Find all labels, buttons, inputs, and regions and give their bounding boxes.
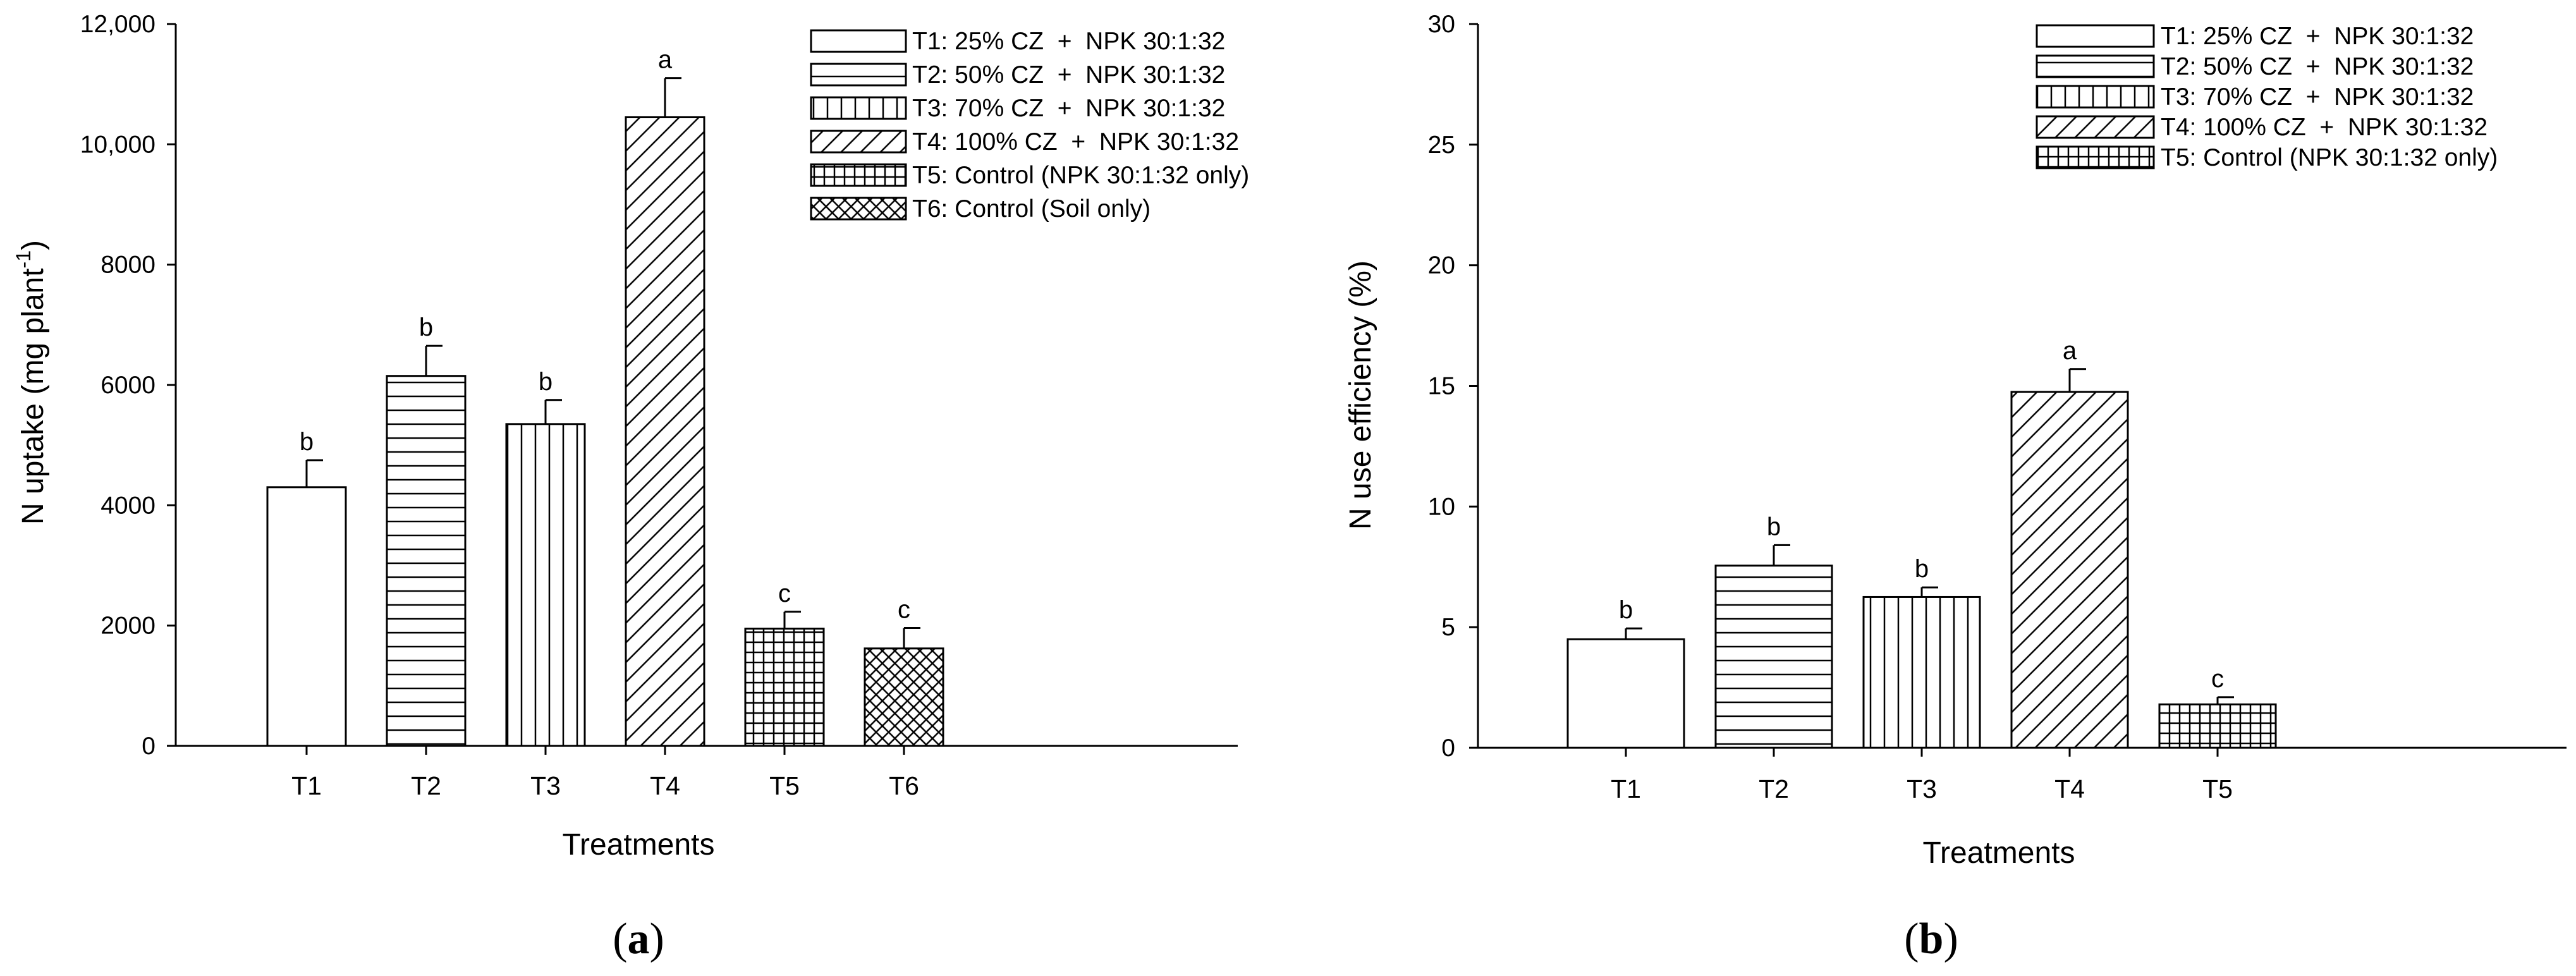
panel-b-category-label: T5: [2202, 774, 2233, 803]
panel-a-category-label: T6: [889, 771, 919, 800]
panel-a-bar-t2: [386, 375, 467, 747]
panel-a-category-label: T2: [411, 771, 441, 800]
panel-a-ytick-label: 6000: [101, 372, 156, 399]
panel-a-sig-letter: b: [419, 314, 433, 341]
panel-a-ytick-label: 10,000: [80, 131, 156, 158]
panel-a-ytick-label: 2000: [101, 613, 156, 640]
panel-b-sig-letter: b: [1767, 513, 1781, 540]
panel-a-category-label: T5: [769, 771, 800, 800]
panel-a-ytick-label: 12,000: [80, 11, 156, 38]
panel-b-bar-t3: [1862, 595, 1981, 749]
panel-b-ytick-label: 15: [1428, 373, 1455, 400]
panel-b-bar-t5: [2158, 703, 2277, 749]
panel-b-sig-letter: b: [1619, 596, 1633, 624]
panel-a-legend-swatch: [810, 163, 907, 187]
panel-a-ytick-label: 4000: [101, 492, 156, 519]
panel-b-legend-label: T1: 25% CZ + NPK 30:1:32: [2161, 23, 2474, 50]
panel-b-legend-swatch: [2036, 145, 2155, 169]
panel-b-ytick-label: 0: [1441, 735, 1455, 762]
panel-b-ytick-label: 5: [1441, 614, 1455, 641]
panel-b-legend-label: T4: 100% CZ + NPK 30:1:32: [2161, 114, 2487, 141]
panel-a-label: (a): [613, 915, 664, 963]
panel-b-category-label: T4: [2054, 774, 2085, 803]
panel-a-category-label: T1: [291, 771, 322, 800]
panel-a-legend-swatch: [810, 29, 907, 53]
panel-a-sig-letter: b: [300, 428, 314, 456]
panel-b-category-label: T2: [1759, 774, 1789, 803]
panel-b-bar-t2: [1714, 564, 1833, 749]
panel-a-sig-letter: b: [539, 368, 552, 396]
panel-a-sig-letter: c: [898, 595, 910, 623]
panel-a-bar-t1: [266, 486, 347, 747]
panel-b-bar-t4: [2010, 391, 2129, 749]
panel-a-sig-letter: c: [778, 580, 791, 607]
panel-b-ytick-label: 20: [1428, 252, 1455, 279]
panel-a-legend-swatch: [810, 96, 907, 120]
chart-panel-b: N use efficiency (%) Treatments (b) 0 5 10…: [1344, 11, 2567, 963]
panel-b-legend-label: T3: 70% CZ + NPK 30:1:32: [2161, 83, 2474, 111]
panel-b-bar-t1: [1566, 638, 1685, 749]
panel-a-legend-swatch: [810, 63, 907, 87]
chart-panel-a: N uptake (mg plant-1) Treatments (a) 0 20…: [12, 11, 1249, 963]
panel-b-sig-letter: b: [1915, 555, 1929, 583]
panel-b-legend-swatch: [2036, 85, 2155, 109]
panel-b-legend-swatch: [2036, 115, 2155, 139]
panel-a-xlabel: Treatments: [563, 828, 715, 862]
panel-a-legend-label: T6: Control (Soil only): [912, 195, 1151, 223]
panel-a-category-label: T4: [650, 771, 680, 800]
panel-a-sig-letter: a: [658, 46, 673, 74]
panel-a-bar-t6: [864, 647, 944, 747]
panel-a-category-label: T3: [530, 771, 561, 800]
panel-a-ytick-label: 0: [142, 733, 156, 760]
panel-b-label: (b): [1904, 915, 1958, 963]
panel-b-legend-label: T2: 50% CZ + NPK 30:1:32: [2161, 53, 2474, 80]
panel-b-ytick-label: 10: [1428, 493, 1455, 520]
panel-a-legend-label: T4: 100% CZ + NPK 30:1:32: [912, 128, 1239, 156]
panel-b-ytick-label: 30: [1428, 11, 1455, 38]
panel-b-legend-swatch: [2036, 24, 2155, 48]
panel-a-legend-swatch: [810, 130, 907, 154]
panel-b-ylabel: N use efficiency (%): [1344, 260, 1377, 530]
panel-b-legend-swatch: [2036, 54, 2155, 78]
panel-b-ytick-label: 25: [1428, 131, 1455, 159]
panel-a-legend-label: T1: 25% CZ + NPK 30:1:32: [912, 28, 1225, 55]
panel-a-bar-t3: [505, 423, 586, 747]
panel-b-legend-label: T5: Control (NPK 30:1:32 only): [2161, 144, 2498, 171]
panel-a-legend-label: T2: 50% CZ + NPK 30:1:32: [912, 61, 1225, 88]
panel-a-legend-label: T5: Control (NPK 30:1:32 only): [912, 162, 1249, 189]
panel-b-category-label: T1: [1611, 774, 1641, 803]
panel-a-legend-swatch: [810, 197, 907, 221]
panel-a-ytick-label: 8000: [101, 252, 156, 279]
panel-a-ylabel: N uptake (mg plant-1): [12, 240, 50, 525]
panel-b-sig-letter: c: [2211, 665, 2224, 693]
panel-b-category-label: T3: [1907, 774, 1937, 803]
panel-a-bar-t5: [744, 627, 825, 747]
panel-a-legend-label: T3: 70% CZ + NPK 30:1:32: [912, 95, 1225, 122]
panel-b-xlabel: Treatments: [1923, 836, 2075, 870]
panel-a-bar-t4: [625, 116, 705, 747]
panel-b-sig-letter: a: [2063, 337, 2077, 365]
